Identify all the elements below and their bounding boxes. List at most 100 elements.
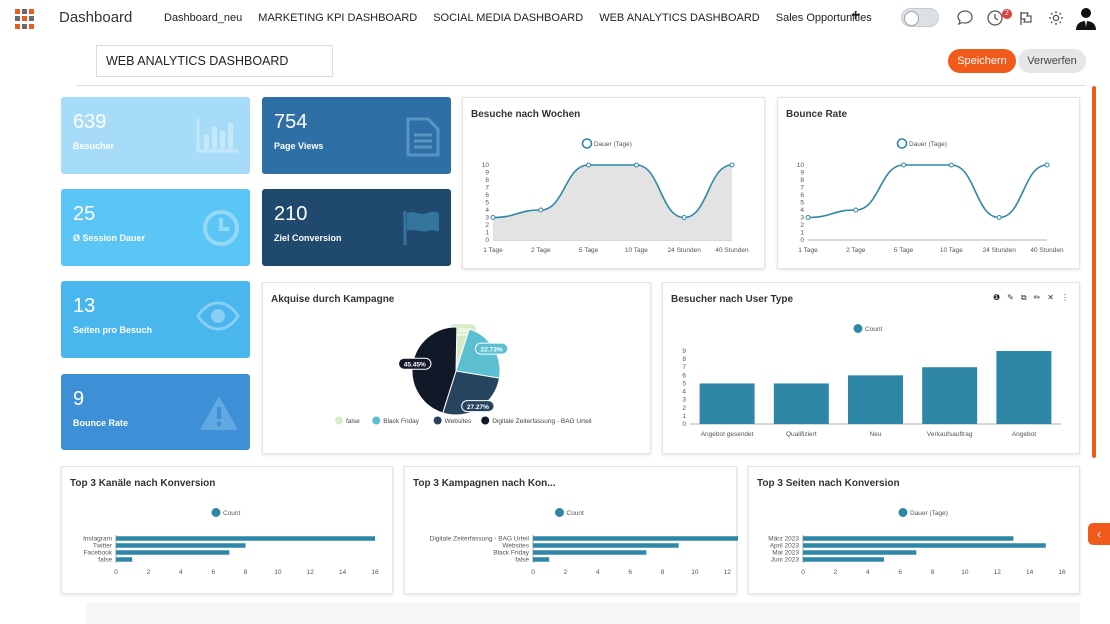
data-point — [1044, 162, 1050, 168]
chat-icon[interactable] — [956, 9, 974, 27]
app-grid-icon[interactable] — [15, 9, 35, 29]
card-top3-kampagnen[interactable]: Top 3 Kampagnen nach Kon... Count Digital… — [404, 466, 738, 594]
y-tick-label: Juni 2023 — [771, 556, 800, 563]
card-top3-seiten[interactable]: Top 3 Seiten nach Konversion Dauer (Tage… — [748, 466, 1080, 594]
copy-icon[interactable]: ⧉ — [1020, 293, 1027, 302]
bar — [699, 383, 755, 424]
bar — [848, 375, 903, 424]
x-tick-label: 5 Tage — [894, 247, 914, 254]
kpi-tile-seiten-pro-besuch[interactable]: 13 Seiten pro Besuch — [61, 281, 250, 358]
data-point — [490, 215, 496, 220]
y-tick-label: 2 — [682, 405, 686, 412]
user-avatar-icon[interactable] — [1075, 6, 1097, 30]
info-icon[interactable]: ❶ — [993, 293, 1001, 302]
legend-label: Count — [223, 510, 241, 517]
x-tick-label: Qualifiziert — [786, 431, 817, 438]
language-flag-icon[interactable] — [1017, 9, 1035, 27]
nav-item-dashboard-neu[interactable]: Dashboard_neu — [164, 12, 243, 24]
card-besuche-nach-wochen[interactable]: Besuche nach Wochen Dauer (Tage) 0 1 2 3 4 5 6 7… — [462, 97, 765, 269]
series-area — [493, 165, 732, 240]
discard-button[interactable]: Verwerfen — [1018, 49, 1086, 73]
bar — [116, 536, 375, 541]
nav-item-social-media[interactable]: SOCIAL MEDIA DASHBOARD — [433, 12, 584, 24]
add-dashboard-button[interactable]: + — [851, 7, 861, 24]
x-tick-label: 10 Tage — [940, 247, 963, 254]
x-tick-label: 14 — [339, 569, 347, 576]
kpi-label: Page Views — [274, 141, 324, 151]
kpi-label: Ziel Conversion — [274, 233, 342, 243]
legend-marker — [335, 416, 343, 425]
legend-label: Dauer (Tage) — [910, 510, 948, 517]
kpi-value: 9 — [73, 388, 85, 410]
legend-label: false — [346, 418, 360, 425]
kpi-tile-page-views[interactable]: 754 Page Views — [262, 97, 451, 174]
kampagnen-bar-chart: Count Digitale Zeiterfassung - BAG Urteil… — [430, 508, 738, 576]
y-tick-label: 5 — [485, 200, 489, 207]
y-tick-label: 5 — [800, 200, 804, 207]
y-tick-label: 2 — [800, 222, 804, 229]
legend-marker — [433, 416, 442, 425]
side-panel-toggle[interactable]: ‹ — [1088, 523, 1110, 545]
kpi-label: Ø Session Dauer — [73, 233, 146, 243]
app-title: Dashboard — [59, 9, 133, 26]
kpi-value: 25 — [73, 203, 96, 225]
close-icon[interactable]: ✕ — [1047, 293, 1054, 302]
bar — [773, 383, 829, 424]
clock-icon[interactable] — [986, 9, 1004, 27]
kpi-tile-ziel-conversion[interactable]: 210 Ziel Conversion — [262, 189, 451, 266]
card-akquise-durch-kampagne[interactable]: Akquise durch Kampagne 4.55% 22.73% 27.27%… — [262, 282, 651, 454]
legend-marker — [372, 416, 381, 425]
nav-item-marketing-kpi[interactable]: MARKETING KPI DASHBOARD — [258, 12, 418, 24]
dashboard-toolbar: Speichern Verwerfen — [76, 44, 1086, 86]
card-title: Besucher nach User Type — [671, 294, 794, 305]
card-bounce-rate[interactable]: Bounce Rate Dauer (Tage) 0 1 2 3 4 5 6 7 8 9 10 1 Ta… — [777, 97, 1080, 269]
kpi-value: 754 — [274, 111, 308, 133]
kpi-tile-besucher[interactable]: 639 Besucher — [61, 97, 250, 174]
bar — [116, 543, 246, 548]
bar — [533, 536, 738, 541]
x-tick-label: 4 — [596, 569, 600, 576]
gear-icon[interactable] — [1047, 9, 1065, 27]
more-icon[interactable]: ⋮ — [1061, 293, 1069, 302]
brush-icon[interactable]: ✎ — [1007, 293, 1014, 302]
legend-marker — [581, 138, 593, 149]
kpi-tile-session-dauer[interactable]: 25 Ø Session Dauer — [61, 189, 250, 266]
x-tick-label: 16 — [1058, 569, 1066, 576]
save-button[interactable]: Speichern — [948, 49, 1016, 73]
x-tick-label: 6 — [898, 569, 902, 576]
card-title: Akquise durch Kampagne — [271, 294, 395, 305]
kpi-value: 639 — [73, 111, 107, 133]
data-point — [901, 162, 907, 168]
legend-label: Count — [865, 326, 883, 333]
y-tick-label: 4 — [485, 207, 489, 214]
y-tick-label: false — [515, 556, 529, 563]
x-tick-label: 8 — [661, 569, 665, 576]
card-title: Besuche nach Wochen — [471, 109, 581, 120]
y-tick-label: 6 — [682, 372, 686, 379]
nav-item-sales-opportunities[interactable]: Sales Opportunities — [775, 12, 872, 24]
x-tick-label: 4 — [866, 569, 870, 576]
bar — [803, 543, 1046, 548]
edit-icon[interactable]: ✏ — [1033, 293, 1041, 302]
mode-toggle[interactable] — [901, 8, 939, 27]
y-tick-label: Black Friday — [493, 549, 530, 556]
nav-item-web-analytics[interactable]: WEB ANALYTICS DASHBOARD — [599, 12, 760, 24]
pie-label: 45.45% — [404, 362, 426, 369]
card-title: Bounce Rate — [786, 109, 848, 120]
scrollbar[interactable] — [1092, 86, 1096, 458]
card-top3-kanaele[interactable]: Top 3 Kanäle nach Konversion Count Instag… — [61, 466, 393, 594]
x-tick-label: 4 — [179, 569, 183, 576]
y-tick-label: 3 — [800, 215, 804, 222]
dashboard-name-input[interactable] — [96, 45, 333, 77]
kpi-tile-bounce-rate[interactable]: 9 Bounce Rate — [61, 374, 250, 450]
y-tick-label: 7 — [800, 185, 804, 192]
x-tick-label: 12 — [307, 569, 315, 576]
bar-chart-icon — [196, 119, 238, 153]
y-tick-label: 1 — [682, 413, 686, 420]
legend-marker — [555, 508, 564, 517]
card-besucher-nach-user-type[interactable]: Besucher nach User Type ❶ ✎ ⧉ ✏ ✕ ⋮ Coun… — [662, 282, 1080, 454]
bar — [533, 550, 647, 555]
legend-marker — [896, 138, 908, 149]
